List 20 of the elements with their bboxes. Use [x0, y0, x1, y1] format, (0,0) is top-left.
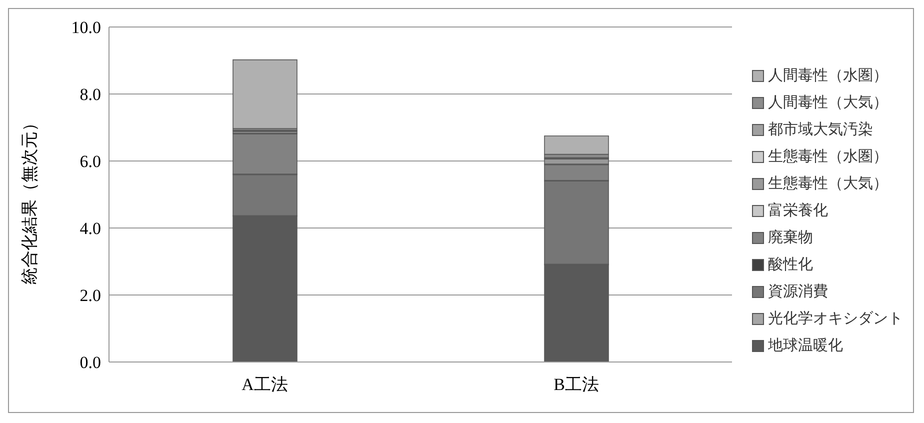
legend-label: 資源消費	[768, 281, 828, 302]
legend-label: 酸性化	[768, 254, 813, 275]
x-tick-label: A工法	[242, 375, 288, 394]
legend-label: 廃棄物	[768, 227, 813, 248]
legend-label: 光化学オキシダント	[768, 308, 903, 329]
legend-label: 生態毒性（大気）	[768, 173, 888, 194]
legend-label: 人間毒性（水圏）	[768, 65, 888, 86]
y-tick-label: 4.0	[80, 219, 101, 238]
y-tick-label: 6.0	[80, 152, 101, 172]
legend-label: 地球温暖化	[768, 335, 843, 356]
legend-label: 富栄養化	[768, 200, 828, 221]
legend-label: 都市域大気汚染	[768, 119, 873, 140]
legend-label: 人間毒性（大気）	[768, 92, 888, 113]
x-tick-label: B工法	[554, 375, 599, 394]
y-tick-label: 2.0	[80, 286, 101, 306]
y-axis-title: 統合化結果（無次元）	[20, 114, 40, 284]
legend-label: 生態毒性（水圏）	[768, 146, 888, 167]
y-tick-label: 8.0	[80, 85, 101, 104]
y-tick-label: 0.0	[80, 353, 101, 372]
y-tick-label: 10.0	[71, 18, 101, 38]
